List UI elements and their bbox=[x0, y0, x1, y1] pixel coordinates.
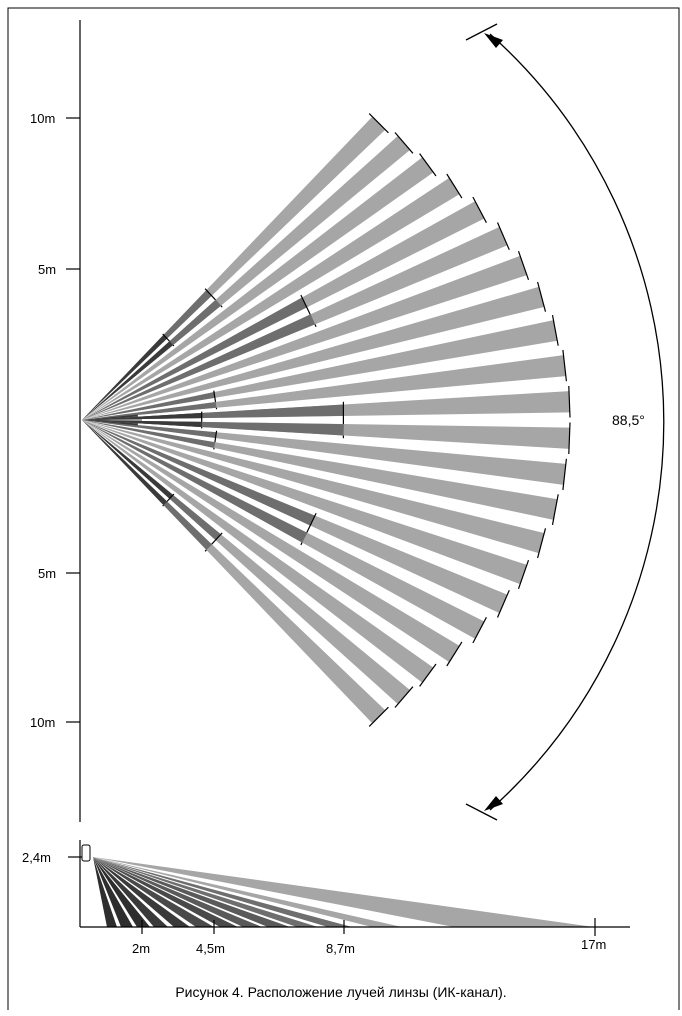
angle-end-top bbox=[465, 23, 498, 41]
top-view: 10m 5m 5m 10m 88,5° bbox=[30, 20, 665, 822]
beam-dark bbox=[82, 334, 168, 420]
beam-end-cap bbox=[568, 422, 571, 455]
axis-label-10m-bottom: 10m bbox=[30, 715, 55, 730]
side-beam-4-5m bbox=[93, 857, 238, 927]
side-beam-near-1 bbox=[93, 857, 214, 927]
beam-end-cap bbox=[419, 153, 437, 177]
beam-end-cap bbox=[446, 641, 463, 667]
side-beam-mid-4 bbox=[93, 857, 262, 927]
figure-caption: Рисунок 4. Расположение лучей линзы (ИК-… bbox=[175, 984, 507, 1000]
beam-end-cap bbox=[537, 281, 547, 312]
beam-long bbox=[82, 420, 460, 663]
beam-fan bbox=[82, 113, 571, 727]
sensor-icon bbox=[81, 844, 91, 862]
beam-mid bbox=[82, 314, 316, 420]
beam-long bbox=[82, 255, 527, 420]
beam-dark bbox=[82, 420, 202, 428]
side-beam-near-5 bbox=[93, 857, 133, 927]
beam-long bbox=[82, 420, 434, 683]
beam-dark bbox=[82, 420, 174, 499]
beam-core bbox=[82, 420, 142, 423]
beam-core bbox=[82, 417, 142, 420]
beam-end-cap bbox=[419, 663, 437, 687]
side-beam-mid-2 bbox=[93, 857, 318, 927]
beam-end-cap bbox=[472, 617, 487, 644]
beam-end-cap bbox=[446, 173, 463, 199]
page-border bbox=[7, 7, 680, 1010]
beam-long bbox=[82, 420, 527, 585]
axis-label-5m-bottom: 5m bbox=[38, 566, 56, 581]
beam-end-cap bbox=[496, 222, 510, 251]
beam-dark bbox=[82, 412, 202, 420]
beam-end-cap bbox=[537, 528, 547, 559]
side-beam-near-3 bbox=[93, 857, 168, 927]
beam-short bbox=[82, 420, 216, 448]
beam-end-cap bbox=[562, 458, 567, 491]
angle-arc bbox=[489, 33, 665, 811]
angle-label: 88,5° bbox=[612, 412, 645, 428]
arrowhead-bottom-icon bbox=[484, 796, 503, 811]
distance-label-8-7m: 8,7m bbox=[326, 941, 355, 956]
side-beam-mid-3 bbox=[93, 857, 290, 927]
distance-label-2m: 2m bbox=[132, 941, 150, 956]
beam-dark bbox=[82, 341, 174, 420]
beam-mid bbox=[82, 297, 308, 420]
beam-short bbox=[82, 392, 216, 420]
beam-end-cap bbox=[472, 196, 487, 223]
beam-end-cap bbox=[562, 349, 567, 382]
beam-mid bbox=[82, 420, 308, 543]
beam-end-cap bbox=[517, 251, 530, 280]
side-beam-near-2 bbox=[93, 857, 190, 927]
height-label: 2,4m bbox=[22, 850, 51, 865]
axis-label-10m-top: 10m bbox=[30, 111, 55, 126]
beam-end-cap bbox=[551, 494, 559, 526]
beam-core bbox=[82, 414, 138, 420]
side-beam-2m bbox=[93, 857, 150, 927]
beam-short bbox=[82, 402, 217, 420]
beam-end-cap bbox=[496, 589, 510, 618]
side-beam-far-2 bbox=[93, 857, 402, 927]
beam-short bbox=[82, 420, 217, 438]
beam-end-cap bbox=[394, 686, 414, 708]
beam-core bbox=[82, 420, 138, 426]
beam-mid bbox=[82, 420, 316, 526]
beam-end-cap bbox=[368, 113, 389, 134]
beam-long bbox=[82, 177, 460, 420]
beam-long bbox=[82, 420, 545, 554]
beam-dark bbox=[82, 420, 168, 506]
side-beam-8-7m bbox=[93, 857, 352, 927]
arrowhead-top-icon bbox=[484, 33, 503, 48]
axis-label-5m-top: 5m bbox=[38, 262, 56, 277]
beam-end-cap bbox=[568, 385, 571, 418]
beam-end-cap bbox=[517, 560, 530, 589]
distance-label-17m: 17m bbox=[581, 937, 606, 952]
beam-long bbox=[82, 286, 545, 420]
side-beam-17m bbox=[93, 857, 594, 927]
distance-label-4-5m: 4,5m bbox=[196, 941, 225, 956]
side-beam-near-6 bbox=[93, 857, 117, 927]
side-view: 2,4m 2m 4,5m 8,7m 17m bbox=[22, 840, 630, 956]
beam-end-cap bbox=[551, 314, 559, 346]
beam-end-cap bbox=[368, 706, 389, 727]
angle-end-bottom bbox=[465, 803, 498, 821]
beam-end-cap bbox=[394, 132, 414, 154]
beam-long bbox=[82, 157, 434, 420]
